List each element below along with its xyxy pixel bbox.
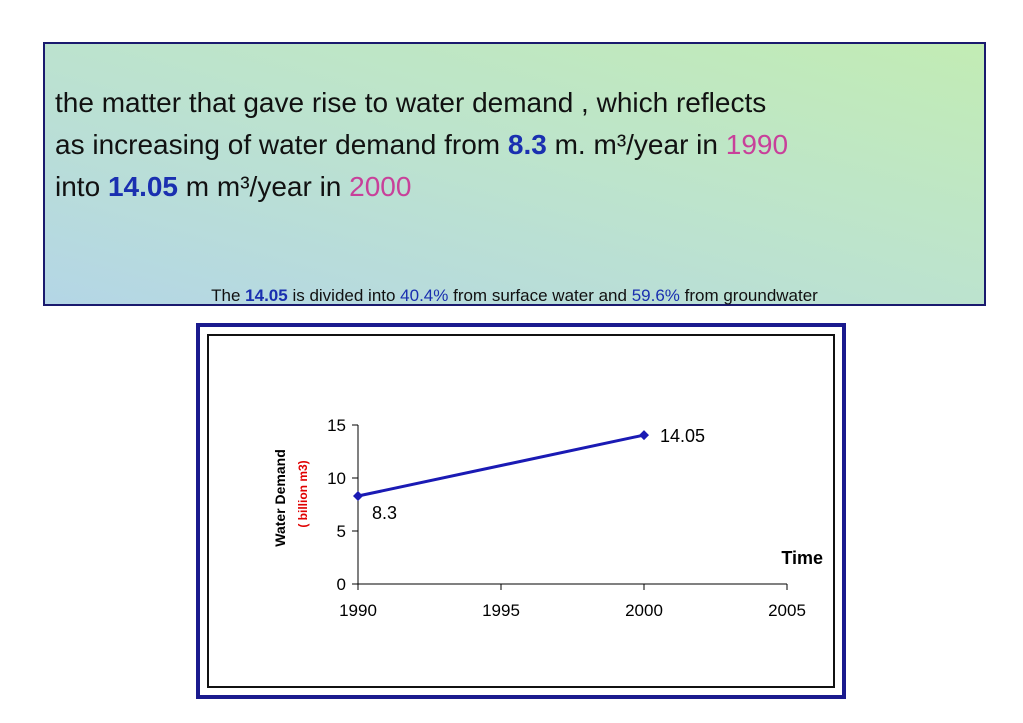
- x-tick-label: 1995: [482, 601, 520, 620]
- chart-area: 0 5 10 15 1990 1995 2000 2005 8.3 14.05 Water Dem…: [207, 334, 835, 688]
- y-tick-label: 0: [337, 575, 346, 594]
- labels: 8.3 14.05 Water Demand ( billion m3) Time: [272, 426, 823, 568]
- line-2-text: as increasing of water demand from: [55, 129, 508, 160]
- x-axis-title: Time: [781, 548, 823, 568]
- data-point: [639, 430, 649, 441]
- chart-frame: 0 5 10 15 1990 1995 2000 2005 8.3 14.05 Water Dem…: [196, 323, 846, 699]
- note-total: 14.05: [245, 286, 288, 305]
- line-1: the matter that gave rise to water deman…: [55, 87, 767, 118]
- axes: [357, 425, 787, 585]
- line-3-text: into: [55, 171, 108, 202]
- data-label: 14.05: [660, 426, 705, 446]
- series: [353, 430, 649, 502]
- note-text-a: The: [211, 286, 246, 305]
- division-note: The 14.05 is divided into 40.4% from sur…: [45, 286, 984, 306]
- x-tick-label: 2000: [625, 601, 663, 620]
- x-tick-label: 2005: [768, 601, 806, 620]
- y-tick-label: 10: [327, 469, 346, 488]
- value-2000: 14.05: [107, 171, 179, 202]
- series-line: [357, 433, 645, 498]
- line-2-unit: m. m³/year in: [546, 129, 726, 160]
- y-tick-label: 5: [337, 522, 346, 541]
- info-panel: the matter that gave rise to water deman…: [43, 42, 986, 306]
- ticks: 0 5 10 15 1990 1995 2000 2005: [327, 416, 806, 620]
- y-tick-label: 15: [327, 416, 346, 435]
- note-ground-pct: 59.6%: [631, 286, 680, 305]
- water-demand-chart: 0 5 10 15 1990 1995 2000 2005 8.3 14.05 Water Dem…: [272, 416, 823, 620]
- note-text-b: is divided into: [287, 286, 401, 305]
- description-paragraph: the matter that gave rise to water deman…: [55, 82, 980, 208]
- x-tick-label: 1990: [339, 601, 377, 620]
- y-axis-title: Water Demand: [272, 449, 288, 547]
- year-1990: 1990: [725, 129, 789, 160]
- data-point: [353, 491, 363, 502]
- note-surface-pct: 40.4%: [400, 286, 449, 305]
- data-label: 8.3: [372, 503, 397, 523]
- year-2000: 2000: [349, 171, 412, 202]
- y-axis-unit: ( billion m3): [296, 460, 310, 527]
- note-text-d: from groundwater: [679, 286, 818, 305]
- note-text-c: from surface water and: [448, 286, 632, 305]
- line-3-unit: m m³/year in: [178, 171, 350, 202]
- value-1990: 8.3: [507, 129, 547, 160]
